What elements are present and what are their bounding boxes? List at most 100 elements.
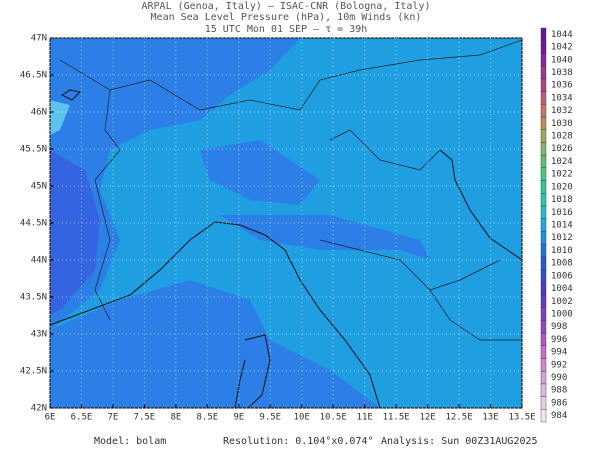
lat-tick-label: 42N	[31, 404, 47, 414]
colorbar: 984 986 988 990 992 994 996 998 1000 1002 1004 1006…	[540, 27, 573, 423]
lat-tick-label: 44.5N	[20, 219, 47, 229]
field-low	[50, 280, 380, 408]
colorbar-cell	[540, 104, 547, 118]
colorbar-label: 1030	[551, 119, 573, 129]
lon-tick-label: 12E	[419, 413, 435, 423]
colorbar-label: 994	[551, 348, 567, 358]
lat-tick-label: 47N	[31, 34, 47, 44]
header-line: Mean Sea Level Pressure (hPa), 10m Winds…	[151, 12, 422, 23]
field-high	[50, 100, 70, 135]
lon-tick-label: 11E	[357, 413, 373, 423]
lake	[60, 89, 82, 101]
colorbar-label: 998	[551, 322, 567, 332]
colorbar-label: 1036	[551, 81, 573, 91]
colorbar-cell	[540, 205, 547, 219]
coastline	[439, 149, 523, 261]
tick-group: 6E 6.5E 7E 7.5E 8E 8.5E 9E 9.5E 10E 10.5E 11E 11.5E…	[20, 34, 536, 423]
colorbar-cell	[540, 78, 547, 92]
field-low	[220, 215, 430, 260]
colorbar-cell	[540, 65, 547, 80]
geography	[49, 39, 523, 409]
colorbar-cell	[540, 231, 547, 245]
colorbar-label: 1002	[551, 297, 573, 307]
colorbar-cell	[540, 281, 547, 296]
colorbar-label: 992	[551, 360, 567, 370]
colorbar-label: 1018	[551, 195, 573, 205]
lon-tick-label: 9E	[233, 413, 244, 423]
colorbar-cell	[540, 154, 547, 169]
colorbar-cell	[540, 91, 547, 105]
header-line: 15 UTC Mon 01 SEP — τ = 39h	[205, 24, 368, 35]
colorbar-cell	[540, 40, 547, 54]
colorbar-label: 1008	[551, 259, 573, 269]
colorbar-label: 1004	[551, 284, 573, 294]
lon-tick-label: 6E	[45, 413, 56, 423]
colorbar-cell	[540, 345, 547, 359]
lon-tick-label: 13.5E	[508, 413, 535, 423]
lat-tick-label: 45N	[31, 182, 47, 192]
footer-analysis: Analysis: Sun 00Z31AUG2025	[381, 436, 538, 447]
colorbar-label: 1040	[551, 55, 573, 65]
colorbar-label: 1042	[551, 43, 573, 53]
colorbar-label: 1038	[551, 68, 573, 78]
colorbar-cell	[540, 269, 547, 283]
lat-tick-label: 46N	[31, 108, 47, 118]
colorbar-label: 990	[551, 373, 567, 383]
colorbar-label: 1012	[551, 233, 573, 243]
lat-tick-label: 43.5N	[20, 293, 47, 303]
colorbar-label: 996	[551, 335, 567, 345]
header-line: ARPAL (Genoa, Italy) — ISAC-CNR (Bologna…	[142, 1, 431, 12]
colorbar-label: 1014	[551, 221, 573, 231]
colorbar-label: 1034	[551, 93, 573, 103]
colorbar-label: 1028	[551, 132, 573, 142]
lon-tick-label: 8E	[170, 413, 181, 423]
lon-tick-label: 6.5E	[71, 413, 93, 423]
lon-tick-label: 7.5E	[134, 413, 156, 423]
colorbar-cell	[540, 180, 547, 194]
colorbar-cell	[540, 370, 547, 385]
lat-tick-label: 45.5N	[20, 145, 47, 155]
colorbar-label: 1022	[551, 170, 573, 180]
lon-tick-label: 8.5E	[196, 413, 218, 423]
coastline	[234, 334, 271, 409]
colorbar-cell	[540, 218, 547, 232]
colorbar-cell	[540, 320, 547, 334]
colorbar-cell	[540, 193, 547, 207]
colorbar-label: 1044	[551, 30, 573, 40]
colorbar-cell	[540, 294, 547, 308]
colorbar-cell	[540, 256, 547, 270]
colorbar-cell	[540, 358, 547, 372]
footer-model: Model: bolam	[94, 436, 166, 447]
colorbar-cell	[540, 53, 547, 67]
footer-resolution: Resolution: 0.104°x0.074°	[223, 436, 374, 447]
colorbar-cell	[540, 27, 547, 41]
field-lower	[50, 150, 100, 315]
lat-tick-label: 44N	[31, 256, 47, 266]
colorbar-cell	[540, 243, 547, 257]
colorbar-label: 1016	[551, 208, 573, 218]
lon-tick-label: 10.5E	[320, 413, 347, 423]
colorbar-label: 1026	[551, 144, 573, 154]
colorbar-cell	[540, 332, 547, 346]
colorbar-cell	[540, 116, 547, 130]
colorbar-cell	[540, 167, 547, 181]
colorbar-label: 984	[551, 411, 567, 421]
colorbar-label: 1006	[551, 271, 573, 281]
colorbar-label: 1020	[551, 182, 573, 192]
colorbar-cell	[540, 129, 547, 143]
colorbar-cell	[540, 383, 547, 397]
colorbar-label: 1032	[551, 106, 573, 116]
colorbar-cell	[540, 409, 547, 423]
colorbar-cell	[540, 396, 547, 410]
colorbar-label: 1000	[551, 309, 573, 319]
border	[59, 39, 523, 341]
lat-tick-label: 42.5N	[20, 367, 47, 377]
field-low	[200, 140, 320, 205]
lon-tick-label: 12.5E	[446, 413, 473, 423]
coastline	[49, 221, 381, 409]
lon-tick-label: 9.5E	[259, 413, 281, 423]
lat-tick-label: 43N	[31, 330, 47, 340]
colorbar-label: 988	[551, 386, 567, 396]
lon-tick-label: 7E	[108, 413, 119, 423]
